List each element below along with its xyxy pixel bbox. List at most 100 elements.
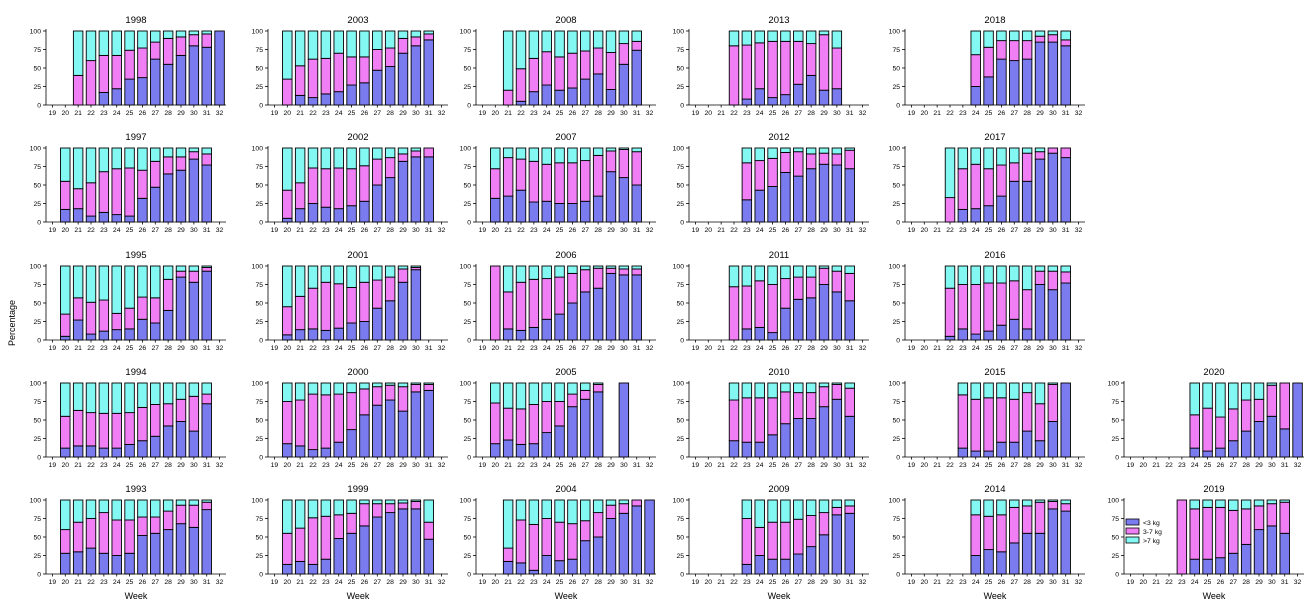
bar-segment-small [201, 403, 212, 458]
bar-segment-small [423, 538, 434, 575]
bar-segment-large [754, 382, 765, 399]
bar-segment-mid [1047, 147, 1059, 154]
y-tick-label: 75 [1111, 516, 1119, 523]
y-tick-label: 0 [680, 454, 684, 461]
bar-segment-large [1047, 499, 1059, 502]
bar-segment-small [554, 89, 565, 106]
bar-segment-mid [767, 40, 778, 99]
x-tick-label: 24 [1191, 462, 1199, 469]
panel-title: 2000 [347, 367, 368, 378]
bar-segment-mid [384, 47, 396, 67]
bar-segment-mid [423, 521, 434, 540]
bar-segment-mid [175, 156, 187, 171]
bar-segment-large [490, 382, 501, 404]
bar-segment-large [793, 382, 804, 394]
bar-segment-large [423, 499, 434, 523]
x-tick-label: 29 [607, 579, 615, 586]
bar-segment-large [728, 265, 740, 288]
bar-segment-mid [359, 503, 370, 527]
bar-segment-small [294, 560, 306, 575]
bar-segment-large [528, 499, 540, 525]
x-tick-label: 20 [284, 110, 292, 117]
bar-segment-small [175, 276, 187, 341]
x-tick-label: 32 [216, 462, 224, 469]
bar-segment-small [410, 391, 422, 458]
x-tick-label: 27 [1011, 345, 1019, 352]
x-tick-label: 28 [164, 462, 172, 469]
bar-segment-large [970, 382, 981, 400]
x-tick-label: 25 [769, 227, 777, 234]
bar-segment-large [1202, 382, 1213, 409]
x-tick-label: 19 [1127, 579, 1135, 586]
bar-segment-mid [85, 518, 97, 549]
bar-segment-small [741, 441, 753, 458]
bar-segment-small [618, 274, 630, 341]
y-tick-label: 25 [255, 201, 263, 208]
bar-segment-mid [384, 503, 396, 514]
y-tick-label: 75 [676, 516, 684, 523]
bar-segment-mid [333, 167, 344, 210]
bar-segment-mid [359, 281, 370, 322]
x-tick-label: 19 [49, 345, 57, 352]
bar-segment-mid [1176, 499, 1188, 575]
bar-segment-small [320, 447, 332, 458]
bar-segment-large [346, 30, 357, 58]
bar-segment-mid [98, 54, 110, 93]
bar-segment-small [592, 73, 604, 106]
bar-segment-mid [384, 276, 396, 302]
x-tick-label: 31 [425, 227, 433, 234]
bar-segment-large [111, 499, 122, 521]
bar-segment-small [423, 389, 434, 458]
bar-segment-large [970, 265, 981, 285]
x-tick-label: 22 [517, 345, 525, 352]
bar-segment-small [1021, 180, 1033, 223]
x-tick-label: 28 [594, 462, 602, 469]
bar-segment-large [741, 265, 753, 287]
x-tick-label: 20 [921, 227, 929, 234]
y-tick-label: 25 [463, 436, 471, 443]
bar-segment-mid [844, 272, 855, 302]
bar-segment-large [346, 382, 357, 394]
panel-title: 2017 [984, 132, 1005, 143]
y-tick-label: 100 [30, 28, 42, 35]
x-tick-label: 20 [705, 462, 713, 469]
bar-segment-large [85, 382, 97, 414]
y-tick-label: 75 [892, 47, 900, 54]
panel-title: 1997 [125, 132, 146, 143]
panel-title: 2007 [555, 132, 576, 143]
bar-segment-large [780, 382, 791, 393]
bar-segment-mid [201, 33, 212, 48]
panel-2020: 2020 0 25 50 75 100 19 20 21 22 23 24 25 26 27 28 29 30 31… [1108, 367, 1304, 469]
bar-segment-small [150, 435, 161, 458]
x-tick-label: 30 [412, 579, 420, 586]
bar-segment-large [554, 265, 565, 278]
bar-segment-small [384, 66, 396, 106]
bar-segment-mid [754, 280, 765, 328]
bar-segment-large [162, 30, 174, 39]
bar-segment-large [805, 30, 817, 45]
bar-segment-mid [831, 47, 843, 90]
bar-segment-large [346, 147, 357, 170]
bar-segment-large [320, 147, 332, 170]
bar-segment-small [294, 94, 306, 106]
x-axis-label: Week [125, 591, 148, 601]
bar-segment-mid [1279, 501, 1290, 534]
legend-label-large: >7 kg [1143, 538, 1160, 545]
bar-segment-large [60, 147, 71, 182]
bar-segment-mid [410, 501, 422, 510]
x-tick-label: 32 [646, 462, 654, 469]
bar-segment-small [996, 324, 1007, 341]
x-tick-label: 20 [921, 579, 929, 586]
legend-label-mid: 3-7 kg [1143, 529, 1162, 536]
bar-segment-mid [515, 519, 527, 564]
x-tick-label: 23 [743, 227, 751, 234]
bar-segment-large [201, 30, 212, 35]
bar-segment-small [124, 443, 135, 458]
bar-segment-mid [150, 41, 161, 60]
panel-1999: 1999 0 25 50 75 100 19 20 21 22 23 24 25 26 27 28 29 30 31… [252, 484, 448, 601]
bar-segment-small [767, 332, 778, 341]
bar-segment-small [996, 441, 1007, 458]
x-tick-label: 22 [946, 579, 954, 586]
bar-segment-large [72, 265, 84, 299]
bar-segment-small [605, 272, 617, 341]
